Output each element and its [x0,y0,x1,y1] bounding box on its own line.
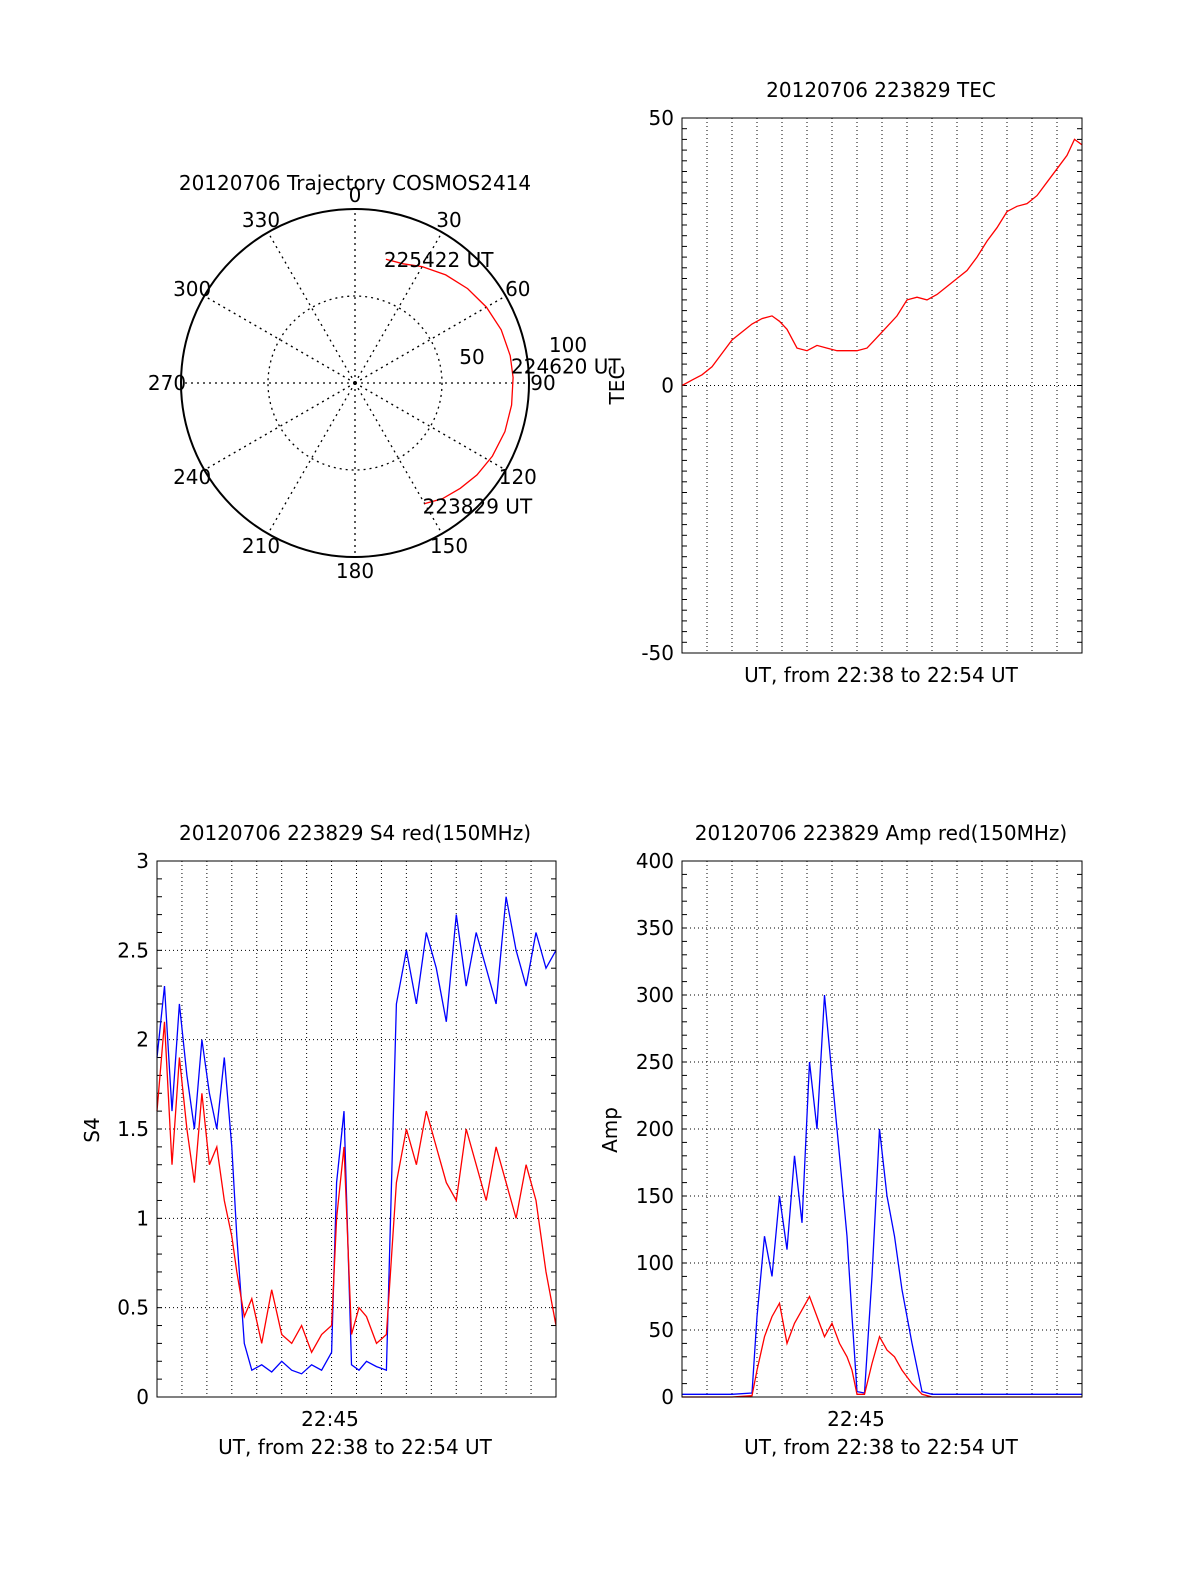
s4-title: 20120706 223829 S4 red(150MHz) [179,821,531,845]
tec-xlabel: UT, from 22:38 to 22:54 UT [744,663,1019,687]
y-tick-label: 1.5 [117,1117,149,1141]
y-tick-label: 400 [636,849,674,873]
amp-ylabel: Amp [598,1107,622,1153]
y-tick-label: 3 [136,849,149,873]
y-tick-label: 2 [136,1028,149,1052]
s4-axes-frame [156,860,557,1398]
polar-grid-spoke [267,382,356,535]
polar-grid-spoke [354,382,507,471]
polar-angle-label: 270 [148,371,186,395]
polar-radial-labels: 50 100 [459,333,587,369]
polar-grid-spoke [203,295,356,384]
y-tick-label: 100 [636,1251,674,1275]
y-tick-label: 200 [636,1117,674,1141]
polar-grid-spoke [354,295,507,384]
y-tick-label: 50 [649,1318,674,1342]
polar-angle-label: 300 [173,277,211,301]
polar-grid [181,209,529,557]
polar-angle-label: 330 [242,208,280,232]
polar-grid-spoke [354,231,443,384]
y-tick-label: 250 [636,1050,674,1074]
amp-xlabel: UT, from 22:38 to 22:54 UT [744,1435,1019,1459]
y-tick-label: -50 [641,641,674,665]
trajectory-line [385,258,514,505]
polar-grid-spoke [267,231,356,384]
amp-panel: 20120706 223829 Amp red(150MHz) 0 50 100 15… [598,821,1083,1459]
y-tick-label: 1 [136,1206,149,1230]
polar-grid-ring [267,295,443,471]
y-tick-label: 300 [636,983,674,1007]
tec-series-line [681,138,1083,387]
amp-title: 20120706 223829 Amp red(150MHz) [695,821,1067,845]
polar-angle-label: 150 [430,534,468,558]
s4-blue-series-line [156,896,557,1375]
y-tick-label: 0 [661,1385,674,1409]
polar-radial-label: 50 [459,345,484,369]
amp-blue-series-line [682,994,1082,1395]
s4-grid [157,861,556,1397]
polar-angle-labels: 0 30 60 90 120 150 180 210 240 270 300 330 [148,183,556,583]
y-tick-label: 2.5 [117,938,149,962]
y-tick-label: 0 [136,1385,149,1409]
polar-angle-label: 30 [436,208,461,232]
tec-ylabel: TEC [605,366,629,406]
s4-ylabel: S4 [80,1117,104,1142]
tec-axes-frame [681,117,1083,654]
polar-angle-label: 180 [336,559,374,583]
tec-panel: 20120706 223829 TEC -50 0 50 UT, from 22:3… [605,78,1083,687]
trajectory-annotation: 224620 UT [511,354,621,378]
s4-panel: 20120706 223829 S4 red(150MHz) 0 0.5 1 1.5 2… [80,821,557,1459]
y-tick-label: 350 [636,916,674,940]
y-tick-label: 150 [636,1184,674,1208]
s4-xlabel: UT, from 22:38 to 22:54 UT [218,1435,493,1459]
polar-angle-label: 90 [530,371,555,395]
trajectory-annotation: 225422 UT [384,248,494,272]
amp-grid [682,861,1082,1397]
tec-y-ticks: -50 0 50 [641,106,674,665]
polar-title: 20120706 Trajectory COSMOS2414 [179,171,531,195]
polar-radial-label: 100 [549,333,587,357]
s4-y-ticks: 0 0.5 1 1.5 2 2.5 3 [117,849,149,1409]
y-tick-label: 50 [649,106,674,130]
amp-xtick-label: 22:45 [827,1407,885,1431]
amp-y-ticks: 0 50 100 150 200 250 300 350 400 [636,849,674,1409]
y-tick-label: 0 [661,374,674,398]
amp-axes-frame [681,860,1083,1398]
tec-grid [682,118,1082,653]
s4-xtick-label: 22:45 [301,1407,359,1431]
polar-angle-label: 120 [499,465,537,489]
polar-angle-label: 60 [505,277,530,301]
polar-angle-label: 210 [242,534,280,558]
polar-panel: 20120706 Trajectory COSMOS2414 0 30 60 90 12… [148,171,621,583]
polar-grid-spoke [354,382,443,535]
polar-grid-spoke [203,382,356,471]
trajectory-annotations: 225422 UT 224620 UT 223829 UT [384,248,622,518]
polar-outer-circle [180,208,530,558]
tec-title: 20120706 223829 TEC [766,78,996,102]
s4-red-series-line [156,1021,557,1354]
trajectory-annotation: 223829 UT [423,495,533,519]
y-tick-label: 0.5 [117,1296,149,1320]
polar-angle-label: 240 [173,465,211,489]
polar-angle-label: 0 [349,183,362,207]
